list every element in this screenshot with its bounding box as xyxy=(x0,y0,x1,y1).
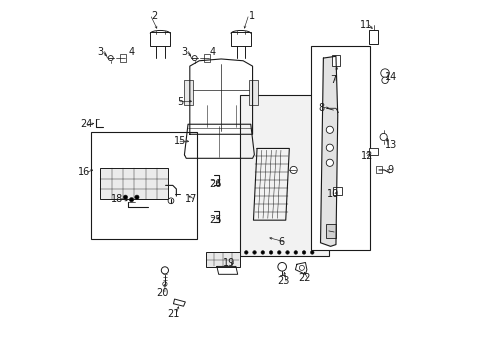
Text: 21: 21 xyxy=(167,310,179,319)
Bar xyxy=(310,46,369,250)
Circle shape xyxy=(135,195,139,199)
Text: 13: 13 xyxy=(384,140,396,150)
Text: 1: 1 xyxy=(248,11,254,21)
Text: 12: 12 xyxy=(360,150,372,161)
Text: 18: 18 xyxy=(111,194,123,204)
Text: 15: 15 xyxy=(173,136,186,146)
Bar xyxy=(333,187,342,195)
Bar xyxy=(91,132,196,239)
Circle shape xyxy=(381,77,387,84)
Text: 3: 3 xyxy=(97,46,103,57)
Bar xyxy=(368,148,378,155)
Text: 22: 22 xyxy=(298,273,310,283)
Circle shape xyxy=(129,198,133,202)
Circle shape xyxy=(310,251,313,254)
Bar xyxy=(100,168,168,199)
Bar xyxy=(368,30,377,44)
Circle shape xyxy=(379,134,386,140)
Circle shape xyxy=(168,198,174,204)
Text: 19: 19 xyxy=(223,258,235,268)
Text: 4: 4 xyxy=(128,46,134,57)
Text: 7: 7 xyxy=(329,75,336,85)
Circle shape xyxy=(302,251,305,254)
Circle shape xyxy=(325,126,333,134)
Bar xyxy=(184,80,193,105)
Circle shape xyxy=(293,251,297,254)
Circle shape xyxy=(325,159,333,166)
Text: 10: 10 xyxy=(326,189,339,199)
Text: 4: 4 xyxy=(209,46,216,57)
Circle shape xyxy=(252,251,256,254)
Bar xyxy=(248,80,258,105)
Text: 14: 14 xyxy=(384,72,396,82)
Circle shape xyxy=(325,144,333,151)
Text: 2: 2 xyxy=(151,11,157,21)
Text: 23: 23 xyxy=(277,276,289,286)
Circle shape xyxy=(261,251,264,254)
Circle shape xyxy=(277,251,281,254)
Bar xyxy=(376,166,382,173)
Bar xyxy=(203,54,209,62)
Circle shape xyxy=(380,69,388,77)
Circle shape xyxy=(192,55,197,60)
Bar xyxy=(240,95,328,256)
Text: 9: 9 xyxy=(387,165,393,175)
Circle shape xyxy=(161,267,168,274)
Circle shape xyxy=(108,55,113,60)
Polygon shape xyxy=(320,56,337,246)
Text: 25: 25 xyxy=(208,215,221,225)
Text: 3: 3 xyxy=(181,46,187,57)
Circle shape xyxy=(277,262,286,271)
Bar xyxy=(230,32,250,46)
Text: 8: 8 xyxy=(318,103,324,113)
Text: 20: 20 xyxy=(156,288,168,298)
Circle shape xyxy=(244,251,247,254)
Circle shape xyxy=(123,195,127,199)
Circle shape xyxy=(289,166,297,174)
Text: 17: 17 xyxy=(185,194,197,204)
Text: 11: 11 xyxy=(359,20,371,30)
Text: 6: 6 xyxy=(278,237,284,247)
Text: 24: 24 xyxy=(80,120,92,129)
Circle shape xyxy=(285,251,289,254)
Bar xyxy=(325,224,336,238)
Circle shape xyxy=(299,265,304,270)
Circle shape xyxy=(269,251,272,254)
Circle shape xyxy=(163,282,167,286)
Bar xyxy=(120,54,125,62)
Bar xyxy=(150,32,170,46)
Text: 26: 26 xyxy=(208,179,221,189)
Bar xyxy=(332,55,340,66)
Bar xyxy=(205,252,240,267)
Text: 16: 16 xyxy=(78,167,90,177)
Text: 5: 5 xyxy=(177,97,183,107)
